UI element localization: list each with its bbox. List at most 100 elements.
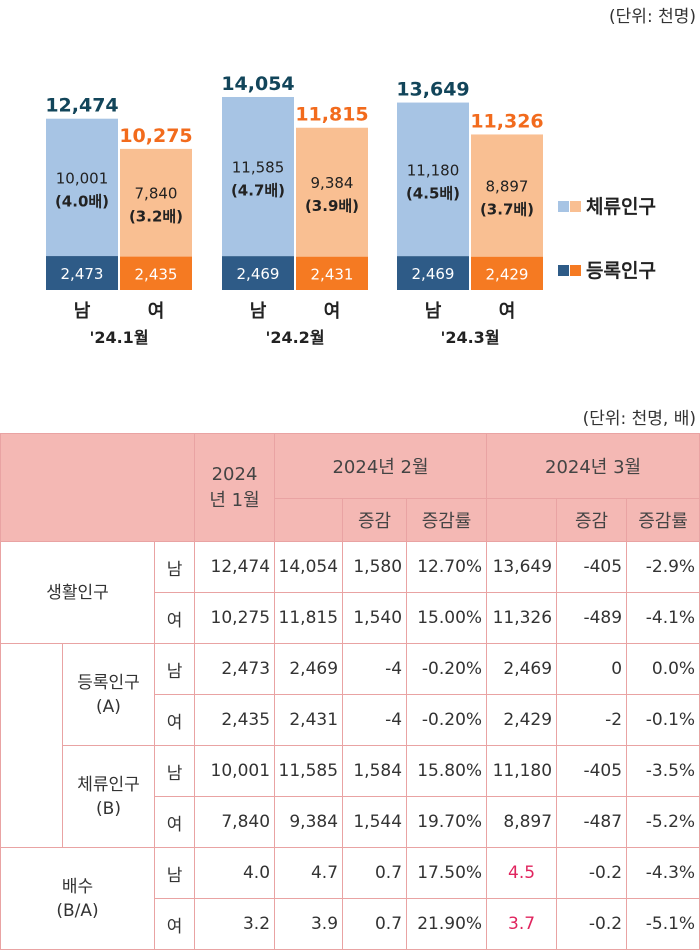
sex-cell: 남 — [153, 643, 196, 695]
total-value-label: 14,054 — [221, 73, 294, 95]
registered-value-label: 2,431 — [311, 265, 354, 283]
resident-value-label: 11,585 — [232, 159, 285, 177]
mar-change-cell: -487 — [556, 796, 628, 848]
legend-swatch-female — [570, 265, 581, 276]
ratio-label: (4.7배) — [231, 182, 285, 200]
feb-change-cell: 1,540 — [342, 592, 408, 644]
feb-change-cell: 1,584 — [342, 745, 408, 797]
row-group-sublabel: (B/A) — [56, 900, 99, 921]
mar-rate-cell: -4.3% — [626, 847, 700, 899]
mar-value-cell: 11,180 — [486, 745, 558, 797]
feb-value-cell: 2,431 — [274, 694, 344, 746]
bar-resident-1-1 — [296, 127, 368, 257]
sex-tick-label: 남 — [74, 301, 91, 322]
feb-change-cell: -4 — [342, 694, 408, 746]
mar-rate-cell: -3.5% — [626, 745, 700, 797]
jan-value-cell: 10,001 — [194, 745, 276, 797]
bar-registered-2-1 — [471, 256, 543, 290]
population-table: 2024년 1월 2024년 2월 2024년 3월 증감 증감률 증감 증감률… — [0, 433, 700, 950]
feb-value-cell: 14,054 — [274, 541, 344, 593]
sex-tick-label: 여 — [499, 301, 516, 322]
feb-rate-cell: 19.70% — [406, 796, 488, 848]
header-jan: 2024년 1월 — [194, 433, 276, 542]
feb-value-cell: 11,815 — [274, 592, 344, 644]
sex-cell: 여 — [153, 796, 196, 848]
resident-value-label: 7,840 — [135, 185, 178, 203]
registered-value-label: 2,473 — [61, 265, 104, 283]
mar-value-cell: 13,649 — [486, 541, 558, 593]
row-group-label-cell: 등록인구 (A) — [62, 643, 155, 746]
header-mar: 2024년 3월 — [486, 433, 700, 499]
ratio-label: (4.5배) — [406, 184, 460, 202]
registered-value-label: 2,469 — [237, 265, 280, 283]
feb-rate-cell: -0.20% — [406, 643, 488, 695]
stacked-bar-chart: 2,473 10,001 (4.0배) 12,474 남 2,435 7,840 (3.2배)… — [45, 73, 656, 347]
row-group-label: 생활인구 — [0, 541, 155, 644]
row-indent-blank — [0, 745, 63, 848]
bar-resident-2-1 — [471, 134, 543, 257]
mar-rate-cell: -0.1% — [626, 694, 700, 746]
mar-value-cell: 3.7 — [486, 898, 558, 950]
mar-value-cell: 2,429 — [486, 694, 558, 746]
mar-change-cell: -489 — [556, 592, 628, 644]
total-value-label: 10,275 — [119, 125, 192, 147]
row-group-label-cell: 체류인구 (B) — [62, 745, 155, 848]
sex-tick-label: 여 — [148, 301, 165, 322]
total-value-label: 12,474 — [45, 95, 118, 117]
registered-value-label: 2,429 — [486, 265, 529, 283]
legend-label: 체류인구 — [586, 196, 656, 218]
sex-tick-label: 남 — [250, 301, 267, 322]
mar-change-cell: -0.2 — [556, 898, 628, 950]
table-row: 등록인구 (A) 남 2,473 2,469 -4 -0.20% 2,469 0 0.0% — [0, 643, 700, 746]
legend-label: 등록인구 — [586, 260, 656, 282]
table-row: 여 10,275 11,815 1,540 15.00% 11,326 -489 -4.1% — [1, 592, 700, 644]
total-value-label: 13,649 — [396, 79, 469, 101]
feb-change-cell: 1,580 — [342, 541, 408, 593]
row-group-label: 등록인구 — [77, 672, 140, 693]
month-tick-label: '24.2월 — [265, 328, 324, 347]
feb-rate-cell: -0.20% — [406, 694, 488, 746]
table-header-row: 2024년 1월 2024년 2월 2024년 3월 — [0, 433, 700, 542]
resident-value-label: 9,384 — [311, 174, 354, 192]
sex-cell: 여 — [153, 694, 196, 746]
mar-rate-cell: -4.1% — [626, 592, 700, 644]
bar-resident-0-1 — [120, 148, 192, 257]
sex-cell: 남 — [153, 541, 196, 593]
sex-tick-label: 남 — [425, 301, 442, 322]
sex-cell: 여 — [153, 898, 196, 950]
bar-registered-1-0 — [222, 256, 294, 290]
bar-resident-2-0 — [397, 102, 469, 257]
registered-value-label: 2,469 — [412, 265, 455, 283]
resident-value-label: 10,001 — [56, 169, 109, 187]
sex-tick-label: 여 — [324, 301, 341, 322]
header-feb-value-blank — [274, 498, 344, 542]
legend-swatch-female — [570, 201, 581, 212]
mar-change-cell: -405 — [556, 541, 628, 593]
jan-value-cell: 4.0 — [194, 847, 276, 899]
feb-value-cell: 2,469 — [274, 643, 344, 695]
feb-rate-cell: 17.50% — [406, 847, 488, 899]
header-feb-rate: 증감률 — [406, 498, 488, 542]
mar-rate-cell: -5.2% — [626, 796, 700, 848]
ratio-label: (3.9배) — [305, 197, 359, 215]
jan-value-cell: 2,473 — [194, 643, 276, 695]
chart-unit-label: (단위: 천명) — [609, 7, 696, 27]
feb-change-cell: 0.7 — [342, 898, 408, 950]
feb-rate-cell: 21.90% — [406, 898, 488, 950]
header-feb-change: 증감 — [342, 498, 408, 542]
header-blank — [0, 433, 196, 542]
table-row: 체류인구 (B) 남 10,001 11,585 1,584 15.80% 11,180 -40… — [0, 745, 700, 848]
feb-rate-cell: 12.70% — [406, 541, 488, 593]
mar-value-cell: 11,326 — [486, 592, 558, 644]
total-value-label: 11,326 — [470, 110, 543, 132]
header-mar-rate: 증감률 — [626, 498, 700, 542]
sex-cell: 남 — [153, 745, 196, 797]
feb-value-cell: 4.7 — [274, 847, 344, 899]
ratio-label: (4.0배) — [55, 192, 109, 210]
jan-value-cell: 3.2 — [194, 898, 276, 950]
bar-resident-0-0 — [46, 118, 118, 257]
ratio-label: (3.7배) — [480, 201, 534, 219]
row-indent-blank: 배수 (B/A) — [0, 847, 155, 950]
jan-value-cell: 12,474 — [194, 541, 276, 593]
jan-value-cell: 10,275 — [194, 592, 276, 644]
